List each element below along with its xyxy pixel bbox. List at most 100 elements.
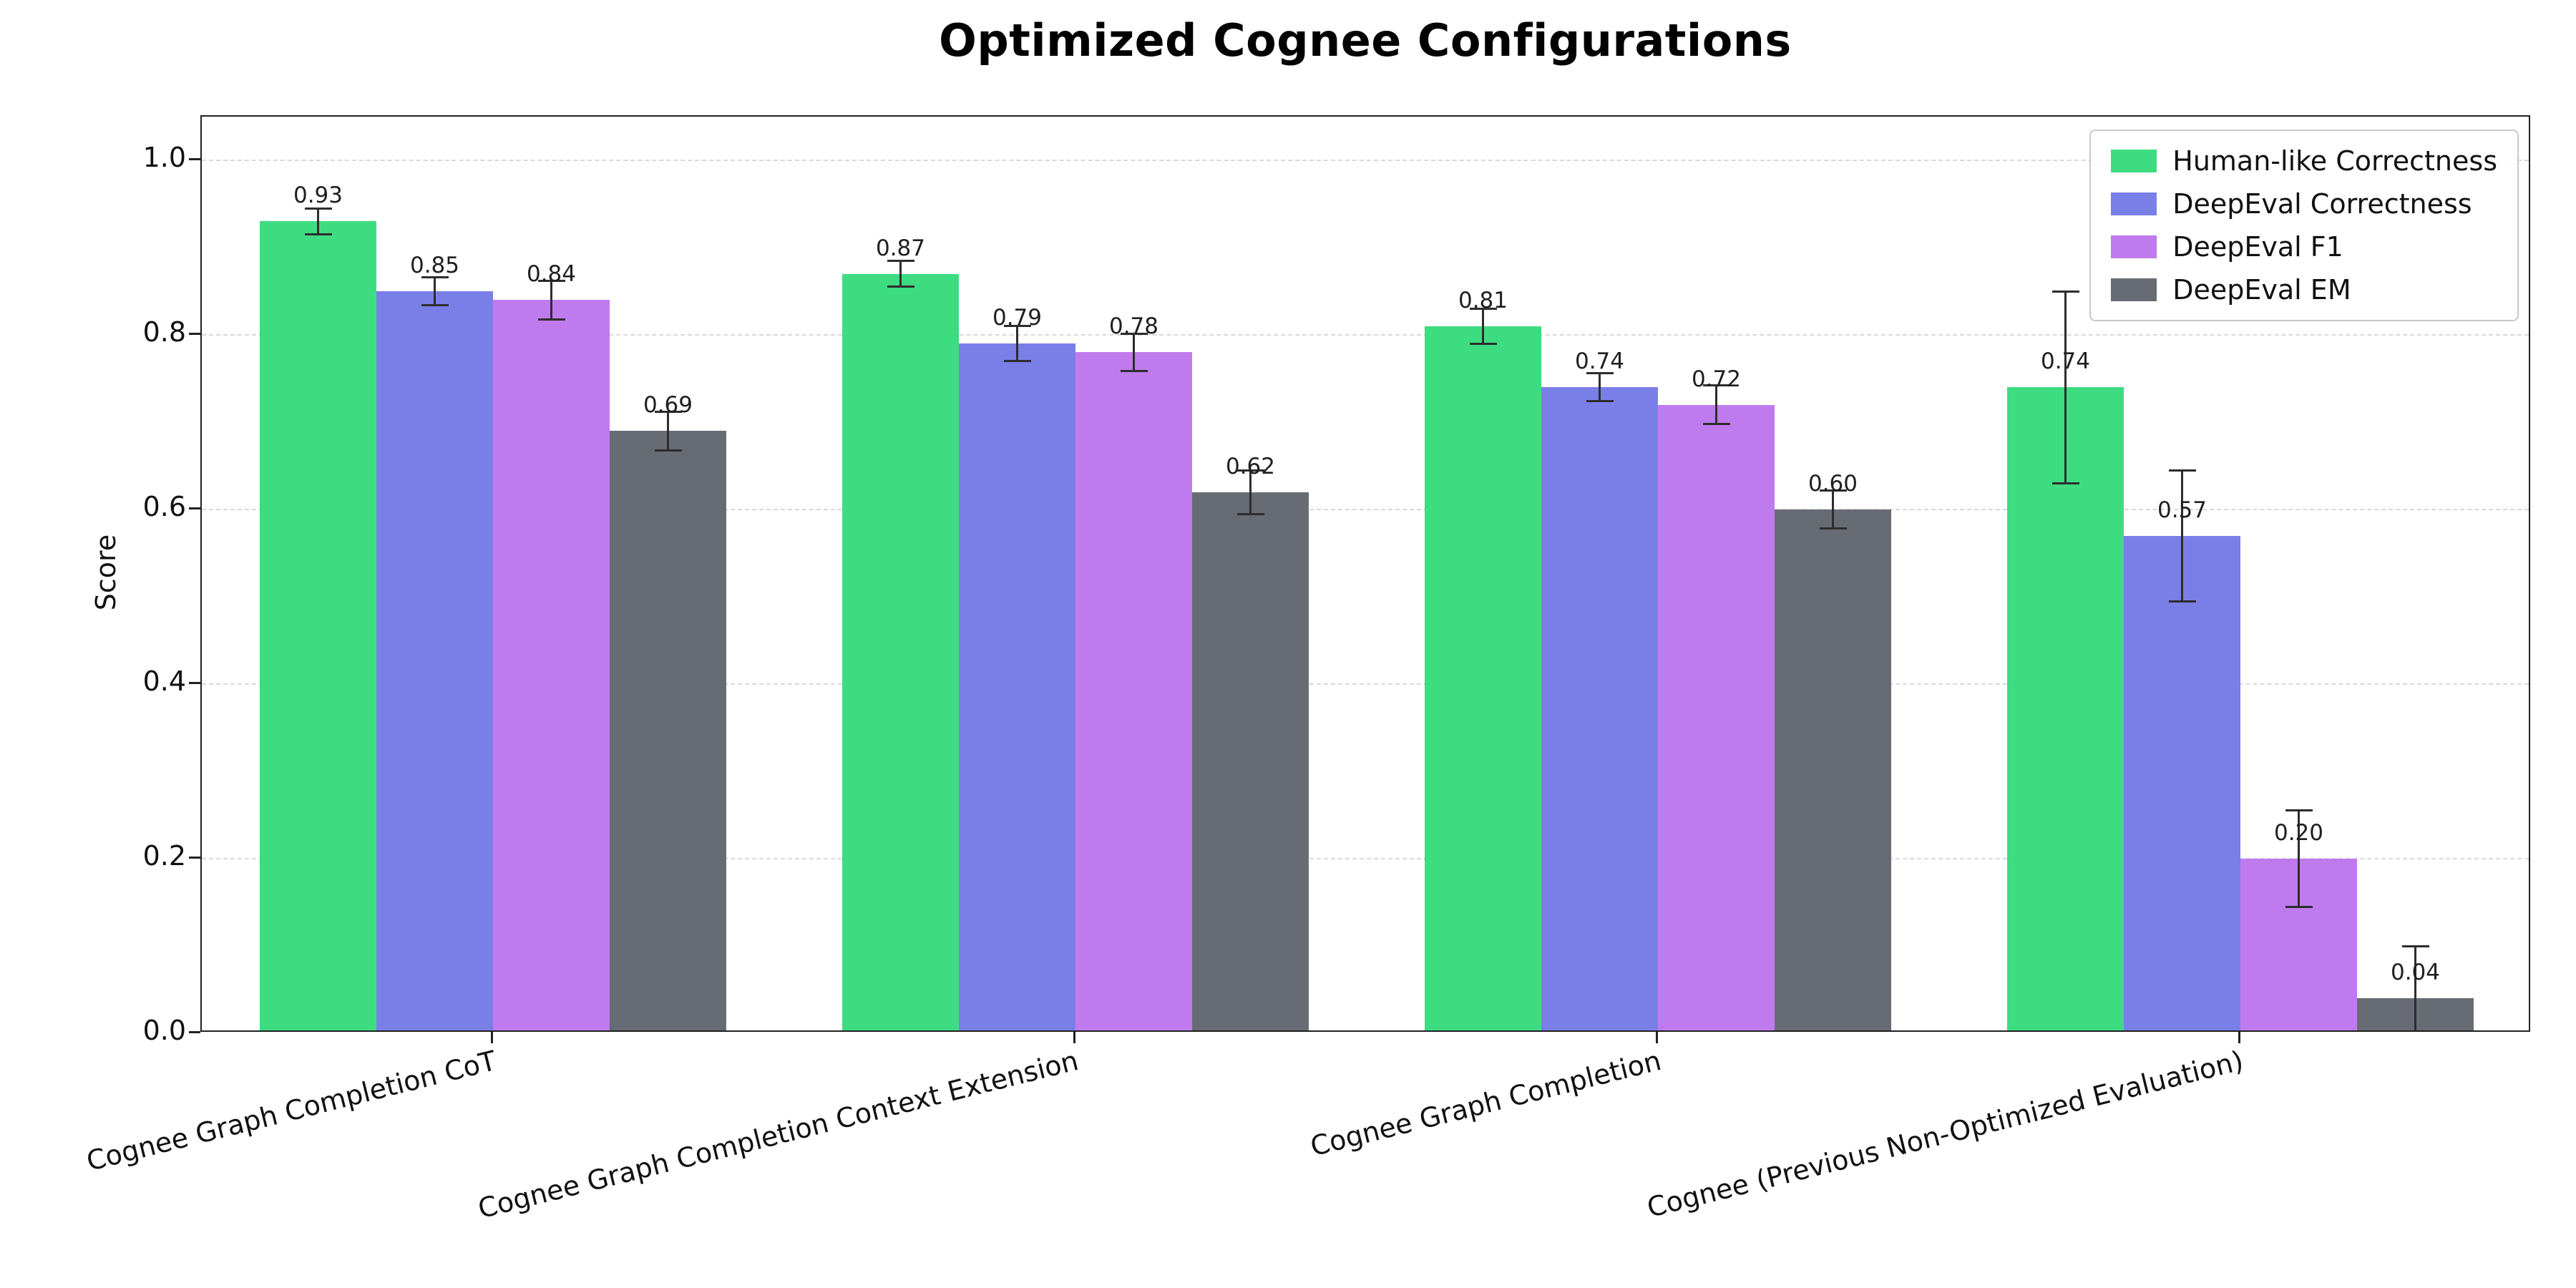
gridline xyxy=(202,160,2529,161)
y-tick-label: 0.6 xyxy=(142,491,186,522)
error-bar-line xyxy=(1715,385,1717,424)
error-bar-cap-top xyxy=(2168,469,2196,472)
x-tick-mark xyxy=(1073,1032,1075,1043)
error-bar-cap-top xyxy=(304,207,332,210)
y-tick-mark xyxy=(189,332,200,335)
x-tick-label: Cognee Graph Completion Context Extensio… xyxy=(474,1045,1082,1225)
y-tick-label: 0.8 xyxy=(142,316,186,348)
bar xyxy=(260,221,376,1030)
y-tick-mark xyxy=(189,681,200,684)
error-bar-cap-bottom xyxy=(1819,527,1847,530)
legend-item: DeepEval Correctness xyxy=(2111,188,2497,220)
error-bar-cap-bottom xyxy=(2168,600,2196,602)
error-bar-cap-top xyxy=(2285,809,2313,812)
error-bar-cap-top xyxy=(1469,307,1497,310)
gridline xyxy=(202,683,2529,685)
error-bar-cap-bottom xyxy=(1469,342,1497,345)
error-bar-line xyxy=(1832,490,1834,529)
bar-value-label: 0.85 xyxy=(409,253,460,278)
x-tick-mark xyxy=(490,1032,493,1043)
bar-value-label: 0.93 xyxy=(293,182,343,209)
error-bar-line xyxy=(2414,946,2416,1030)
legend-swatch xyxy=(2111,278,2157,301)
error-bar-line xyxy=(899,260,902,287)
bar-value-label: 0.60 xyxy=(1807,471,1858,497)
legend-item: DeepEval F1 xyxy=(2111,231,2497,263)
error-bar-cap-top xyxy=(1702,384,1730,387)
legend-item: DeepEval EM xyxy=(2111,274,2497,306)
bar xyxy=(1192,492,1309,1030)
error-bar-cap-bottom xyxy=(1236,512,1264,515)
error-bar-cap-top xyxy=(1003,325,1031,328)
error-bar-cap-bottom xyxy=(1702,422,1730,425)
y-tick-label: 1.0 xyxy=(142,142,186,173)
x-tick-label: Cognee (Previous Non-Optimized Evaluatio… xyxy=(1644,1045,2247,1224)
error-bar-cap-bottom xyxy=(537,318,565,321)
x-tick-label: Cognee Graph Completion CoT xyxy=(83,1045,499,1177)
legend-item: Human-like Correctness xyxy=(2111,145,2497,177)
error-bar-line xyxy=(2298,810,2300,907)
error-bar-cap-top xyxy=(887,259,914,262)
error-bar-line xyxy=(2064,291,2067,484)
gridline xyxy=(202,334,2529,336)
bar-value-label: 0.72 xyxy=(1691,366,1742,392)
error-bar-cap-bottom xyxy=(1586,400,1614,403)
legend-label: DeepEval EM xyxy=(2172,274,2351,306)
y-tick-mark xyxy=(189,1030,200,1033)
error-bar-line xyxy=(1016,326,1018,361)
error-bar-line xyxy=(1133,333,1135,371)
error-bar-cap-bottom xyxy=(887,286,914,288)
bar xyxy=(2124,535,2240,1030)
y-tick-label: 0.0 xyxy=(142,1015,186,1046)
bar-value-label: 0.69 xyxy=(643,392,693,419)
x-tick-mark xyxy=(1655,1032,1658,1043)
bar xyxy=(376,291,493,1030)
error-bar-cap-top xyxy=(1819,489,1847,492)
error-bar-cap-top xyxy=(1586,372,1614,375)
legend-swatch xyxy=(2111,235,2157,258)
bar-value-label: 0.57 xyxy=(2157,497,2207,523)
bar xyxy=(1425,326,1541,1030)
bar xyxy=(842,273,959,1030)
bar xyxy=(1541,387,1658,1030)
bar-value-label: 0.84 xyxy=(526,261,577,288)
error-bar-line xyxy=(1249,470,1252,514)
legend-label: Human-like Correctness xyxy=(2172,145,2497,177)
legend-label: DeepEval F1 xyxy=(2172,231,2343,263)
bar xyxy=(959,343,1075,1030)
error-bar-cap-top xyxy=(1120,333,1148,336)
error-bar-cap-bottom xyxy=(1003,360,1031,363)
bar-value-label: 0.81 xyxy=(1458,287,1508,313)
bar xyxy=(1775,509,1891,1030)
error-bar-line xyxy=(1482,308,1484,344)
bar-value-label: 0.74 xyxy=(1574,348,1625,375)
x-tick-mark xyxy=(2238,1032,2240,1043)
bar-value-label: 0.62 xyxy=(1225,453,1276,479)
error-bar-line xyxy=(2181,470,2183,602)
y-tick-mark xyxy=(189,157,200,160)
bar xyxy=(610,431,726,1030)
error-bar-cap-bottom xyxy=(2285,905,2313,908)
y-axis-label: Score xyxy=(90,534,122,611)
legend-label: DeepEval Correctness xyxy=(2172,188,2472,220)
error-bar-cap-bottom xyxy=(654,449,682,452)
bar-value-label: 0.78 xyxy=(1108,313,1159,340)
error-bar-cap-top xyxy=(1236,469,1264,472)
legend-swatch xyxy=(2111,192,2157,215)
bar-value-label: 0.04 xyxy=(2390,960,2441,986)
error-bar-line xyxy=(1599,373,1601,401)
error-bar-cap-top xyxy=(537,279,565,282)
legend-swatch xyxy=(2111,150,2157,172)
bar xyxy=(1658,404,1775,1030)
error-bar-cap-bottom xyxy=(304,233,332,236)
y-tick-label: 0.4 xyxy=(142,665,186,697)
error-bar-line xyxy=(667,411,669,451)
bar xyxy=(1075,352,1192,1030)
bar-value-label: 0.20 xyxy=(2273,820,2324,846)
y-tick-mark xyxy=(189,507,200,509)
error-bar-cap-bottom xyxy=(421,304,449,306)
error-bar-cap-top xyxy=(2051,290,2079,293)
error-bar-line xyxy=(434,277,436,306)
error-bar-cap-top xyxy=(2401,945,2429,947)
